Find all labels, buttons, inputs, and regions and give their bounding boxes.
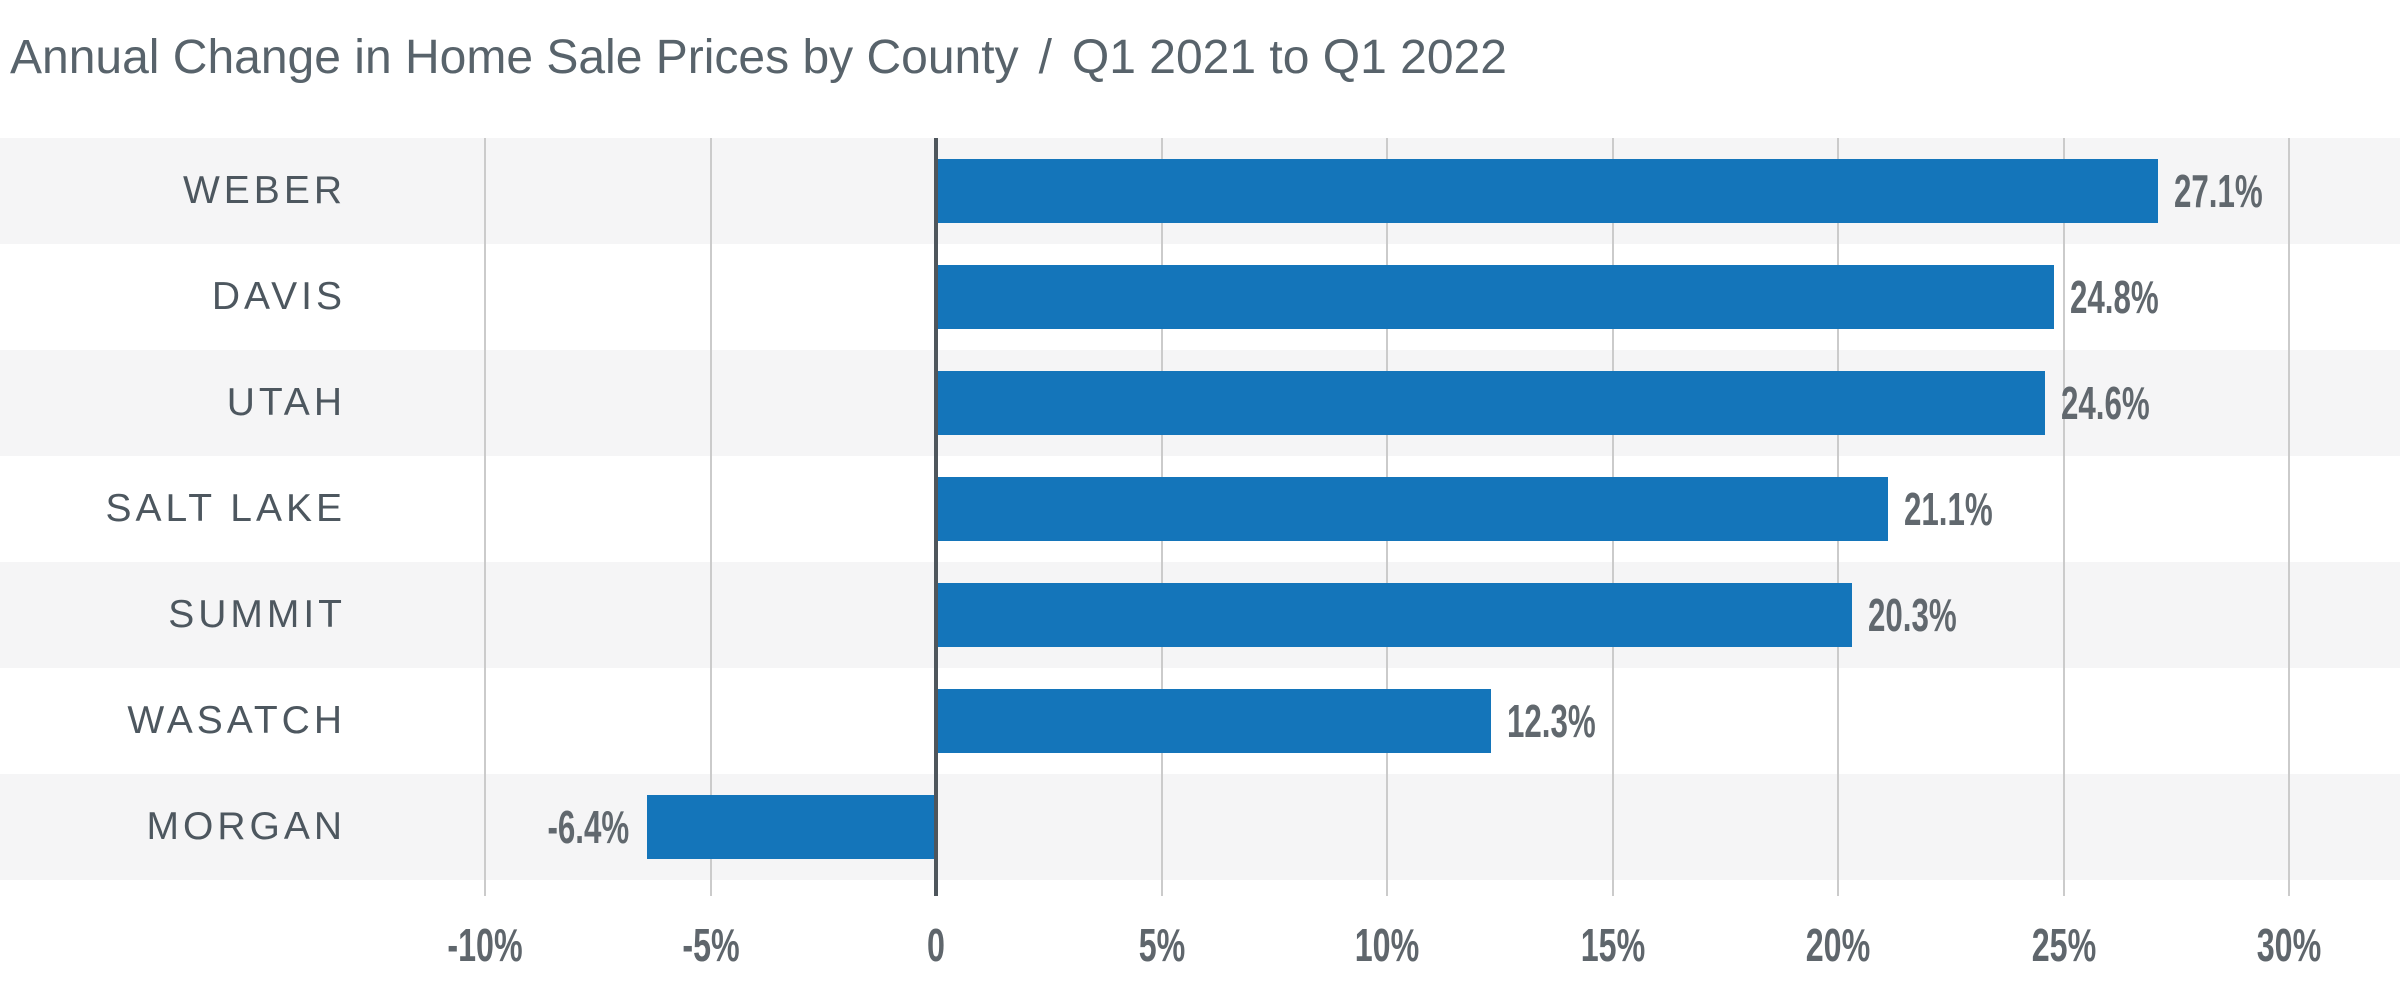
x-tick-label: 10% [1354,919,1420,971]
bar-value-label: -6.4% [547,801,630,853]
county-label: UTAH [226,381,346,424]
bar [936,583,1852,647]
x-tick-label: 5% [1138,919,1185,971]
chart-title-main: Annual Change in Home Sale Prices by Cou… [10,31,1019,84]
bar-value-label: 27.1% [2174,165,2263,217]
county-label: SUMMIT [168,593,346,636]
bar-chart: WEBER 27.1% DAVIS 24.8% UTAH 24.6% SALT LAKE 21… [0,138,2400,896]
county-label: WASATCH [127,699,346,742]
gridline [709,138,712,896]
gridline [484,138,486,896]
x-tick-label: -5% [681,919,740,971]
gridline [2062,138,2065,896]
gridline [2288,138,2290,896]
county-label: SALT LAKE [105,487,346,530]
zero-axis-line [934,138,938,896]
bar [936,159,2159,223]
x-tick-label: 0 [927,919,945,971]
chart-title-separator: / [1038,31,1052,84]
bar-value-label: 20.3% [1867,589,1957,641]
bar [936,371,2046,435]
bar-value-label: 12.3% [1506,695,1596,747]
x-tick-label: -10% [447,919,523,971]
x-tick-label: 30% [2256,919,2322,971]
chart-title: Annual Change in Home Sale Prices by Cou… [10,30,1507,86]
bar [647,795,936,859]
bar [936,689,1491,753]
county-label: MORGAN [146,805,346,848]
row-band [0,774,2400,880]
county-label: DAVIS [211,275,346,318]
chart-title-period: Q1 2021 to Q1 2022 [1071,31,1507,84]
bar-value-label: 21.1% [1903,483,1993,535]
bar-value-label: 24.6% [2061,377,2151,429]
bar [936,477,1888,541]
x-tick-label: 25% [2031,919,2096,971]
bar-value-label: 24.8% [2070,271,2160,323]
x-tick-label: 15% [1580,919,1645,971]
bar [936,265,2055,329]
x-tick-label: 20% [1805,919,1871,971]
county-label: WEBER [182,169,346,212]
